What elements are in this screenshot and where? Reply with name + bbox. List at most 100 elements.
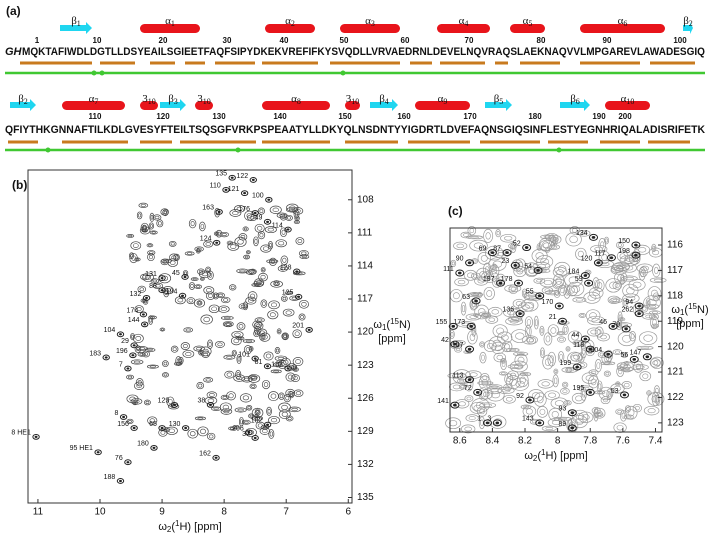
peak-core <box>214 456 218 459</box>
peak-label: 130 <box>169 421 181 428</box>
x-tick-label: 8 <box>221 507 227 518</box>
peak <box>305 326 313 333</box>
contour-texture <box>547 417 565 428</box>
contour-texture <box>539 408 546 415</box>
contour-texture <box>524 316 533 329</box>
contour-texture <box>650 356 664 369</box>
structure-label: β2 <box>683 15 693 28</box>
contour-texture <box>257 225 263 231</box>
contour-texture <box>174 296 186 305</box>
contour-texture <box>273 280 280 286</box>
strand-arrow <box>560 99 590 111</box>
contour-texture <box>129 396 136 402</box>
orange-track <box>140 140 172 144</box>
contour-texture <box>190 221 195 227</box>
contour-texture <box>286 291 291 295</box>
contour-texture <box>284 290 293 295</box>
contour-texture <box>257 207 265 215</box>
y-tick-label: 117 <box>667 265 683 276</box>
peak-label: 54 <box>524 263 532 270</box>
contour-texture <box>578 411 594 423</box>
contour-texture <box>253 329 260 338</box>
peak <box>471 297 481 305</box>
contour-texture <box>469 333 476 341</box>
peak <box>263 363 272 370</box>
x-axis-label-part: H) [ppm] <box>179 521 221 533</box>
orange-track <box>548 140 588 144</box>
peak-label: 204 <box>590 347 602 354</box>
contour-texture <box>287 374 294 380</box>
contour-texture <box>198 383 203 388</box>
contour-texture <box>163 210 167 215</box>
contour-texture <box>254 322 260 327</box>
contour-texture <box>143 352 149 356</box>
contour-texture <box>254 410 261 416</box>
contour-texture <box>142 299 149 305</box>
contour-texture <box>140 203 146 207</box>
contour-texture <box>473 242 484 249</box>
peak <box>450 401 460 409</box>
contour-texture <box>282 333 288 340</box>
peak-label: 199 <box>560 360 572 367</box>
contour-texture <box>232 210 239 216</box>
contour-texture <box>554 400 564 407</box>
contour-texture <box>577 385 594 392</box>
peak <box>608 322 618 330</box>
residue-number: 110 <box>89 112 102 121</box>
structure-label: 310 <box>346 93 360 106</box>
peak <box>130 342 138 349</box>
contour-texture <box>200 223 205 229</box>
contour-texture <box>190 283 194 289</box>
contour-texture <box>548 234 557 246</box>
peak-label: 147 <box>630 350 642 357</box>
structure-index: 3 <box>371 19 375 28</box>
contour-texture <box>513 351 529 357</box>
contour-texture <box>618 368 623 375</box>
x-axis-label-part: 2 <box>533 454 538 463</box>
contour-texture <box>255 408 261 415</box>
contour-texture <box>635 363 641 370</box>
peak-core <box>119 479 122 483</box>
y-tick-label: 121 <box>667 367 684 378</box>
contour-texture <box>199 221 206 232</box>
peak <box>465 259 475 267</box>
contour-texture <box>170 260 176 265</box>
contour-texture <box>640 346 650 349</box>
x-axis-label-part: 1 <box>175 519 180 528</box>
orange-track <box>440 61 485 65</box>
peak-core <box>634 243 638 247</box>
contour-texture <box>163 361 168 366</box>
contour-texture <box>617 366 635 372</box>
contour-texture <box>131 334 134 339</box>
contour-texture <box>643 334 653 342</box>
structure-index: 9 <box>443 97 447 106</box>
structure-index: 10 <box>148 97 156 106</box>
peak-label: 101 <box>238 351 250 358</box>
contour-texture <box>525 408 533 415</box>
contour-texture <box>249 383 257 390</box>
contour-texture <box>480 372 490 383</box>
contour-texture <box>632 403 642 413</box>
contour-texture <box>137 285 147 293</box>
contour-texture <box>469 372 478 377</box>
contour-texture <box>268 391 279 402</box>
contour-texture <box>488 306 503 317</box>
contour-texture <box>177 298 184 303</box>
contour-texture <box>461 322 471 327</box>
contour-texture <box>247 251 250 254</box>
contour-texture <box>617 243 622 247</box>
contour-texture <box>223 354 236 360</box>
contour-texture <box>254 223 265 233</box>
structure-label: α1 <box>165 15 175 28</box>
contour-texture <box>134 381 145 390</box>
contour-texture <box>588 375 599 389</box>
peak-label: 21 <box>549 314 557 321</box>
contour-texture <box>595 259 614 269</box>
contour-texture <box>587 327 601 337</box>
peak-core <box>583 274 588 277</box>
peak-label: 49 <box>255 215 263 222</box>
peak-core <box>611 324 615 328</box>
contour-texture <box>645 298 651 308</box>
contour-texture <box>588 287 604 299</box>
contour-texture <box>242 339 256 344</box>
